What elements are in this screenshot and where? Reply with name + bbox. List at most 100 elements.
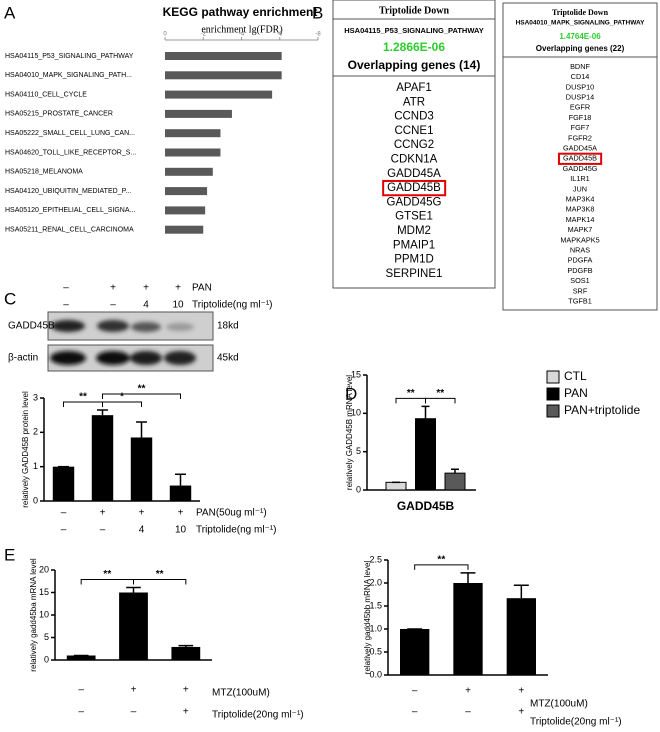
condition-sign: – — [61, 525, 67, 536]
pathway-name: HSA04115_P53_SIGNALING_PATHWAY — [344, 26, 484, 35]
gene: GADD45A — [563, 144, 597, 153]
pathway-name: HSA04010_MAPK_SIGNALING_PATHWAY — [516, 20, 645, 27]
condition-sign: + — [175, 283, 181, 294]
gene: GADD45B — [563, 154, 597, 163]
y-tick-label: 2.0 — [369, 577, 382, 587]
x-axis-title: enrichment lg(FDR) — [201, 24, 282, 35]
condition-sign: + — [131, 685, 137, 696]
condition-sign: 10 — [172, 300, 184, 311]
y-tick-label: 0.0 — [369, 669, 382, 679]
x-tick-label: -4 — [239, 32, 245, 38]
condition-sign: 4 — [143, 300, 149, 311]
chart-title: KEGG pathway enrichment — [163, 5, 318, 19]
condition-name: Triptolide(20ng ml⁻¹) — [530, 717, 622, 728]
bar — [453, 583, 483, 675]
bar — [171, 646, 201, 660]
legend-label: CTL — [564, 369, 587, 383]
bar — [130, 437, 153, 501]
category-label: HSA05215_PROSTATE_CANCER — [5, 111, 113, 118]
condition-name: Triptolide(ng ml⁻¹) — [192, 300, 272, 311]
significance-bracket — [80, 579, 134, 585]
band-size: 45kd — [217, 353, 239, 364]
y-axis-title: relatively GADD45B mRNA level — [345, 375, 354, 490]
western-blot — [47, 311, 214, 372]
error-bar — [136, 421, 147, 438]
bar — [169, 485, 192, 501]
significance-bracket — [102, 393, 181, 400]
bar — [506, 598, 536, 675]
y-tick-label: 0 — [356, 484, 361, 494]
condition-sign: + — [143, 283, 149, 294]
bar — [385, 481, 407, 491]
condition-sign: – — [63, 300, 69, 311]
x-tick-label: -6 — [277, 32, 283, 38]
gene: GADD45B — [387, 182, 441, 194]
significance-label: ** — [79, 392, 87, 403]
condition-name: MTZ(100uM) — [530, 699, 588, 710]
y-tick-label: 10 — [39, 609, 49, 619]
bar — [165, 71, 282, 80]
category-label: HSA05218_MELANOMA — [5, 169, 83, 176]
bar — [165, 167, 213, 176]
significance-bracket — [133, 579, 187, 585]
gene: MAPK14 — [566, 215, 595, 224]
gene: SRF — [573, 286, 588, 295]
category-label: HSA05211_RENAL_CELL_CARCINOMA — [5, 227, 134, 234]
gene: GADD45G — [387, 196, 442, 208]
table-title: Triptolide Down — [379, 5, 450, 16]
gene: BDNF — [570, 62, 590, 71]
gene: MDM2 — [397, 225, 431, 237]
bar — [119, 592, 148, 660]
condition-sign: – — [412, 686, 418, 697]
band — [130, 351, 162, 365]
condition-name: PAN(50ug ml⁻¹) — [196, 508, 267, 519]
y-axis-title: relatively gadd45bb mRNA level — [363, 561, 372, 675]
band — [131, 322, 161, 332]
condition-sign: + — [183, 707, 189, 718]
gene: ATR — [403, 96, 425, 108]
significance-bracket — [395, 397, 426, 404]
blot-bands — [50, 320, 196, 365]
gene: EGFR — [570, 103, 590, 112]
gene: CDKN1A — [391, 154, 438, 166]
x-tick-label: -2 — [201, 32, 207, 38]
y-tick-label: 3 — [33, 392, 38, 402]
gene: DUSP10 — [566, 82, 594, 91]
gene-highlight — [382, 179, 447, 197]
condition-name: Triptolide(ng ml⁻¹) — [196, 525, 276, 536]
significance-label: ** — [437, 555, 445, 566]
gene: CCNE1 — [395, 125, 434, 137]
condition-sign: 10 — [175, 525, 187, 536]
gene: NRAS — [570, 246, 590, 255]
bar — [52, 466, 75, 501]
y-tick-label: 10 — [351, 408, 361, 418]
error-bar — [513, 584, 529, 599]
error-bar — [126, 586, 141, 593]
condition-sign: – — [465, 707, 471, 718]
band — [51, 320, 85, 332]
gene: PDGFA — [568, 256, 593, 265]
band — [50, 351, 86, 365]
bar — [165, 148, 221, 157]
condition-sign: + — [518, 707, 524, 718]
gene: TGFB1 — [568, 297, 592, 306]
category-label: HSA04010_MAPK_SIGNALING_PATH... — [5, 72, 132, 79]
significance-bracket — [425, 397, 456, 404]
error-bar — [97, 409, 108, 416]
legend-swatch — [546, 387, 560, 401]
legend-swatch — [546, 404, 560, 418]
condition-sign: + — [110, 283, 116, 294]
overlap-header: Overlapping genes (14) — [348, 58, 481, 72]
gene: FGF7 — [571, 123, 590, 132]
y-tick-label: 20 — [39, 564, 49, 574]
table-border — [502, 2, 658, 311]
significance-bracket — [102, 401, 142, 408]
x-tick-label: -8 — [315, 32, 321, 38]
category-label: GADD45B — [397, 499, 455, 513]
gene: FGF18 — [569, 113, 592, 122]
gene: PMAIP1 — [393, 239, 435, 251]
significance-label: ** — [436, 388, 444, 399]
significance-label: ** — [156, 569, 164, 580]
error-bar — [421, 405, 430, 419]
condition-sign: + — [100, 508, 106, 519]
